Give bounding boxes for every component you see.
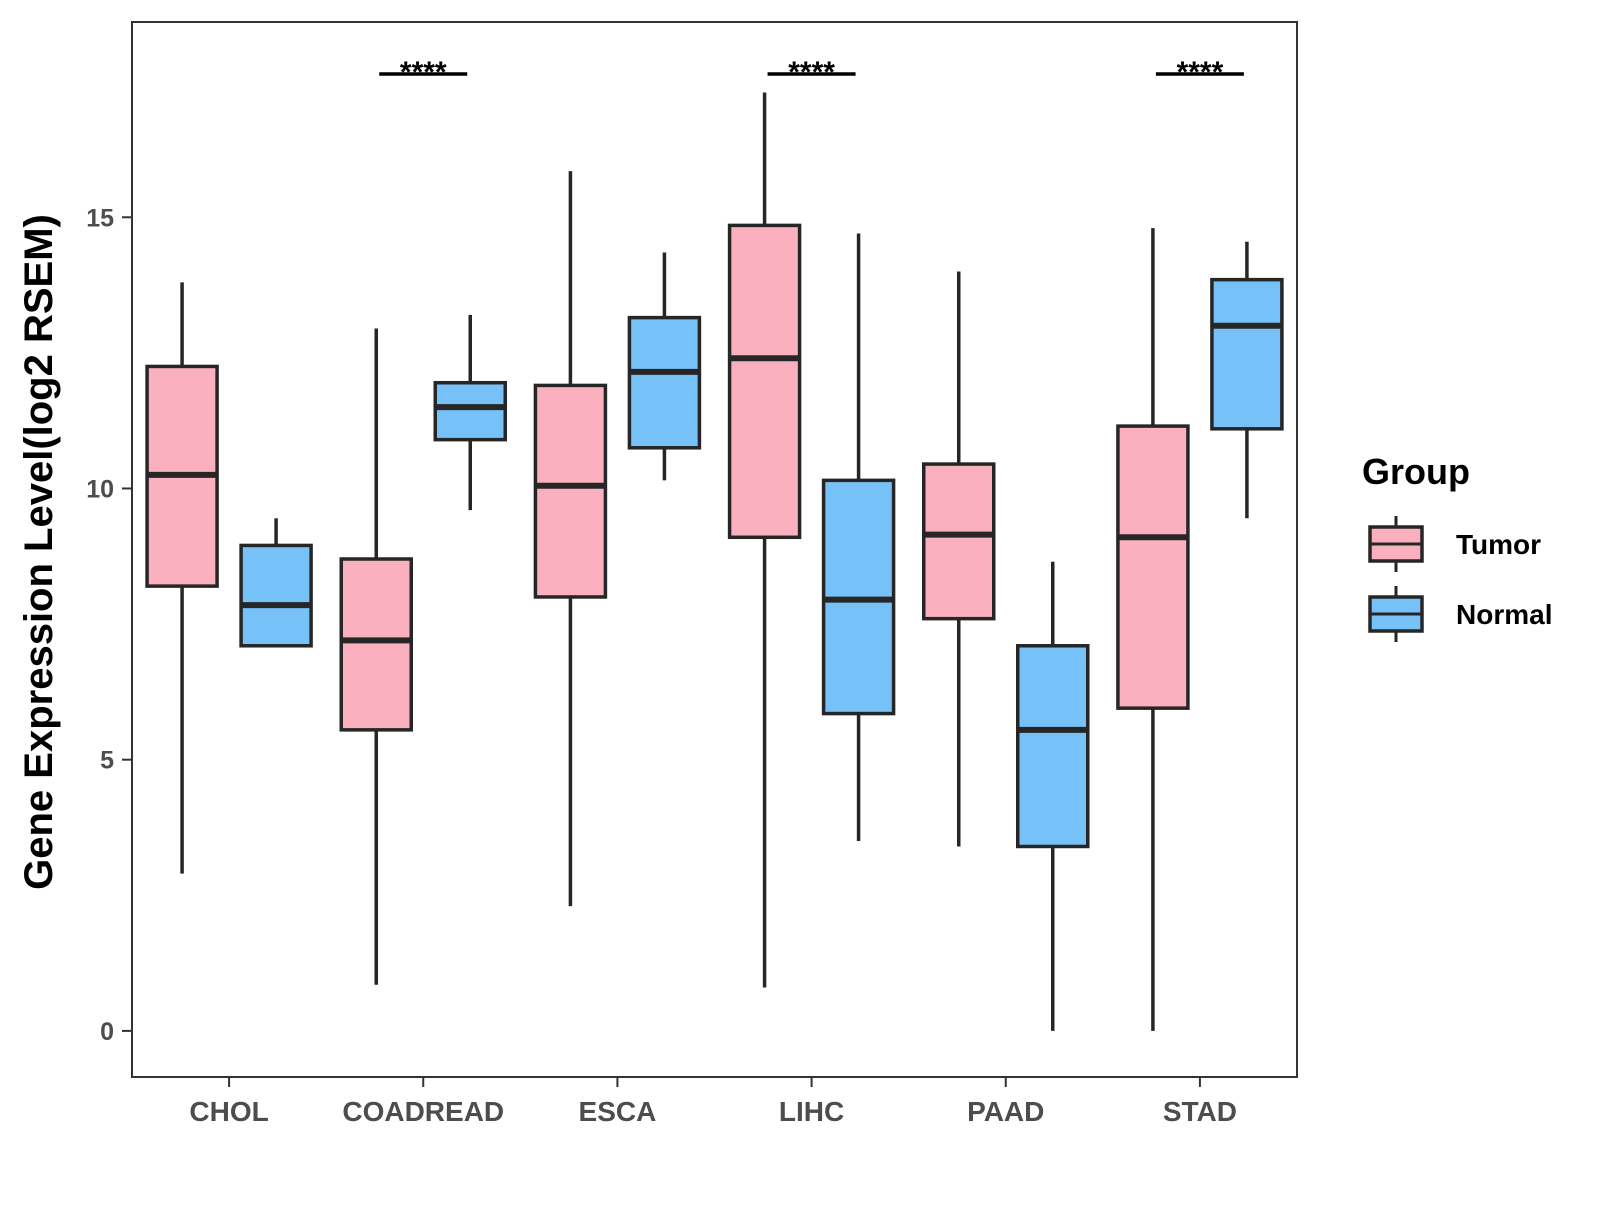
- y-tick-label: 10: [86, 475, 114, 503]
- significance-lihc: ****: [767, 56, 856, 89]
- box-normal-stad: [1210, 241, 1284, 519]
- box-normal-lihc: [821, 233, 896, 842]
- y-tick-label: 0: [100, 1018, 114, 1046]
- box-normal-coadread: [433, 314, 507, 511]
- x-tick-label-stad: STAD: [1163, 1096, 1237, 1127]
- significance-label: ****: [788, 56, 835, 89]
- box-tumor-stad: [1116, 228, 1190, 1031]
- box-iqr: [239, 543, 313, 648]
- legend-item-normal: Normal: [1368, 586, 1552, 642]
- x-tick-label-chol: CHOL: [189, 1096, 268, 1127]
- legend-label: Tumor: [1456, 529, 1541, 560]
- legend-item-tumor: Tumor: [1368, 516, 1541, 572]
- y-axis-title: Gene Expression Level(log2 RSEM): [17, 214, 61, 890]
- x-tick-label-lihc: LIHC: [779, 1096, 844, 1127]
- box-tumor-coadread: [339, 328, 413, 985]
- box-normal-esca: [627, 252, 702, 481]
- box-normal-paad: [1016, 561, 1090, 1031]
- x-tick-label-coadread: COADREAD: [342, 1096, 504, 1127]
- box-iqr: [922, 462, 996, 621]
- significance-label: ****: [400, 56, 447, 89]
- y-tick-label: 15: [86, 204, 114, 232]
- box-iqr: [627, 315, 702, 450]
- box-tumor-esca: [533, 171, 608, 907]
- box-tumor-lihc: [727, 92, 802, 988]
- box-iqr: [533, 383, 608, 599]
- box-iqr: [1016, 644, 1090, 849]
- x-tick-label-esca: ESCA: [579, 1096, 657, 1127]
- plot-panel-border: [131, 21, 1298, 1078]
- box-iqr: [433, 380, 507, 442]
- box-iqr: [339, 557, 413, 732]
- box-normal-chol: [239, 518, 313, 648]
- box-tumor-chol: [145, 282, 219, 874]
- y-tick-label: 5: [100, 747, 114, 775]
- legend-label: Normal: [1456, 599, 1552, 630]
- box-tumor-paad: [922, 271, 996, 847]
- significance-coadread: ****: [379, 56, 468, 89]
- legend-title: Group: [1362, 451, 1470, 492]
- significance-label: ****: [1177, 56, 1224, 89]
- box-iqr: [1116, 424, 1190, 710]
- significance-stad: ****: [1155, 56, 1244, 89]
- box-iqr: [1210, 277, 1284, 431]
- x-tick-label-paad: PAAD: [967, 1096, 1044, 1127]
- box-iqr: [727, 223, 802, 540]
